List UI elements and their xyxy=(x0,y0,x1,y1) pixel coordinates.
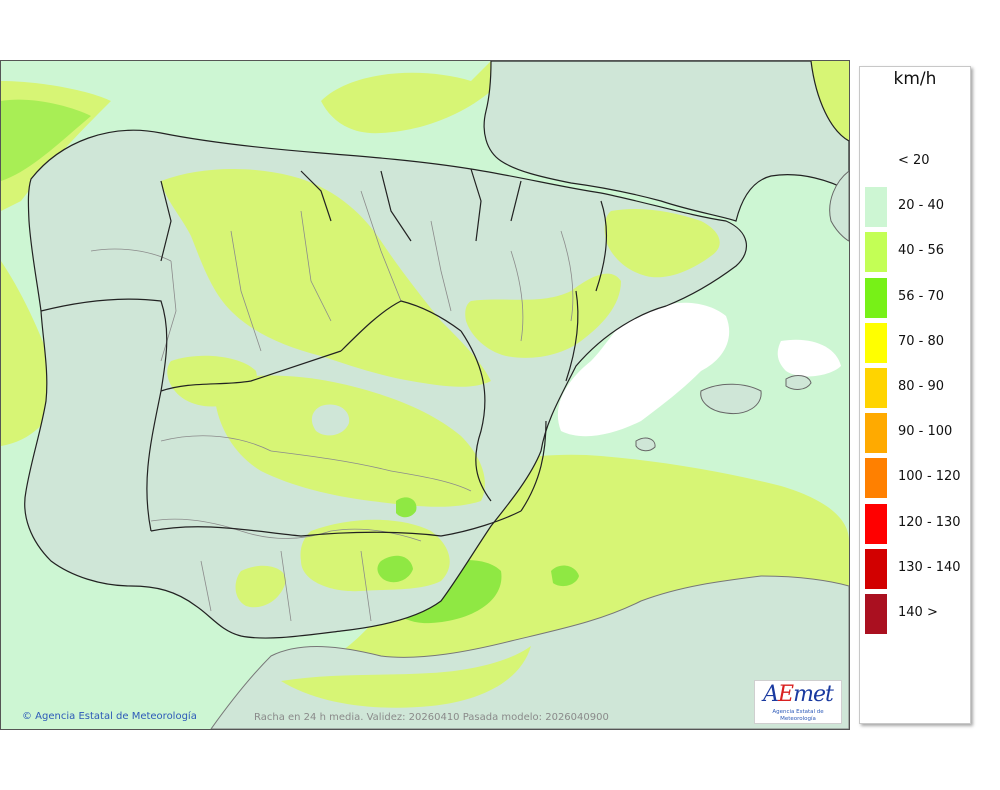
legend-item: 90 - 100 xyxy=(860,413,972,458)
legend-swatch xyxy=(865,277,887,318)
legend-item: 100 - 120 xyxy=(860,458,972,503)
band-40-56-extremadura xyxy=(167,355,257,407)
legend-label: 90 - 100 xyxy=(898,424,953,440)
legend-item: 56 - 70 xyxy=(860,277,972,323)
map-caption: Racha en 24 h media. Validez: 20260410 P… xyxy=(254,712,609,723)
mallorca xyxy=(700,383,762,415)
legend-label: 140 > xyxy=(898,605,938,620)
legend-swatch xyxy=(865,458,887,499)
band-40-56-castilla-north xyxy=(161,169,491,387)
band-40-56-andalucia xyxy=(300,519,450,592)
legend-swatch xyxy=(865,413,887,454)
legend-unit: km/h xyxy=(893,69,937,89)
band-40-56-catalonia xyxy=(604,209,720,278)
calm-area-mediterranean xyxy=(557,302,730,437)
aemet-logo: AEmet Agencia Estatal de Meteorología xyxy=(754,680,842,724)
band-56-70-northwest xyxy=(1,99,91,181)
province-borders xyxy=(90,190,574,622)
logo-org: Agencia Estatal de Meteorología xyxy=(772,709,824,722)
legend-item: 130 - 140 xyxy=(860,548,972,594)
legend-swatch xyxy=(865,142,887,182)
legend-label: 20 - 40 xyxy=(898,198,945,214)
legend-item: 80 - 90 xyxy=(860,368,972,413)
legend-swatch xyxy=(865,503,887,544)
legend-label: 56 - 70 xyxy=(898,288,945,304)
legend-item: 20 - 40 xyxy=(860,187,972,232)
calm-spot-madrid xyxy=(311,404,350,436)
legend-swatch xyxy=(865,368,887,408)
band-40-56-aragon xyxy=(465,273,621,358)
legend-swatch xyxy=(865,322,887,363)
land-wind-bands xyxy=(161,169,720,608)
copyright-credit: © Agencia Estatal de Meteorología xyxy=(22,711,197,722)
legend-item: 140 > xyxy=(860,594,972,639)
legend-label: 120 - 130 xyxy=(898,514,961,530)
wind-gust-map xyxy=(0,60,850,730)
legend-panel: km/h < 20 20 - 40 40 - 56 56 - 70 70 - 80 80 … xyxy=(859,66,971,724)
region-borders xyxy=(40,168,608,537)
legend-item: 40 - 56 xyxy=(860,232,972,277)
north-africa-band xyxy=(281,646,531,708)
legend-label: 40 - 56 xyxy=(898,243,945,259)
band-40-56-west-andalucia xyxy=(235,565,286,608)
legend-swatch xyxy=(865,232,887,273)
band-40-56-cantabrian xyxy=(321,61,491,134)
ibiza xyxy=(635,437,656,452)
legend-label: 100 - 120 xyxy=(898,469,961,485)
legend-item: 70 - 80 xyxy=(860,322,972,368)
legend-item: 120 - 130 xyxy=(860,503,972,549)
legend-swatch xyxy=(865,548,887,589)
band-56-70-southeast xyxy=(551,565,579,587)
legend-label: 70 - 80 xyxy=(898,333,945,349)
legend-item: < 20 xyxy=(860,142,972,187)
menorca xyxy=(785,375,812,390)
legend-swatch xyxy=(865,594,887,634)
legend-label: 130 - 140 xyxy=(898,559,961,575)
legend-swatch xyxy=(865,187,887,228)
band-40-56-castilla-south xyxy=(215,375,485,507)
logo-mark: AEmet xyxy=(763,682,834,707)
legend-label: < 20 xyxy=(898,153,930,168)
legend-label: 80 - 90 xyxy=(898,379,945,394)
band-40-56-northeast xyxy=(811,61,849,141)
sardinia-edge xyxy=(829,170,849,242)
band-56-70-sierra-nevada xyxy=(377,555,413,583)
band-56-70-cazorla xyxy=(396,497,417,518)
calm-area-balearic xyxy=(777,339,841,377)
